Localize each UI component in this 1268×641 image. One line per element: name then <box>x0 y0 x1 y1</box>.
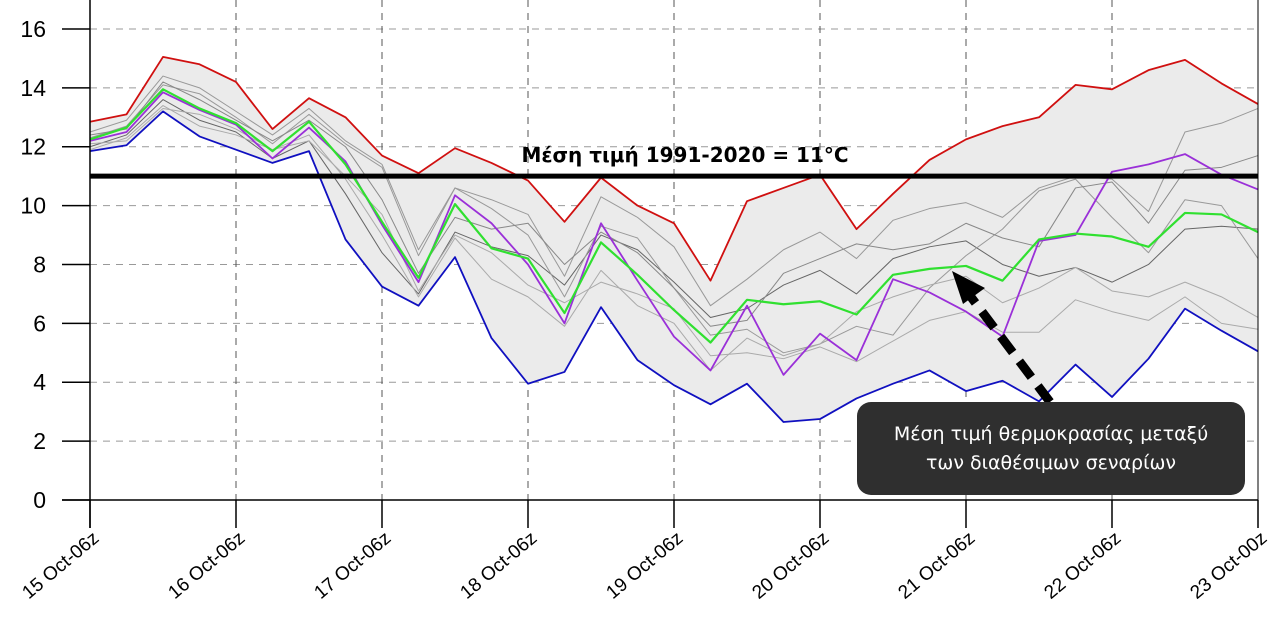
dashed-arrow-shaft <box>964 290 1054 405</box>
x-tick-label: 15 Oct-06z <box>19 528 104 604</box>
y-tick-label: 6 <box>33 310 46 336</box>
y-tick-label: 14 <box>20 75 46 101</box>
x-tick-label: 17 Oct-06z <box>311 528 396 604</box>
series-line-member <box>89 81 1259 327</box>
x-tick-label: 22 Oct-06z <box>1041 528 1126 604</box>
reference-line-group: Μέση τιμή 1991-2020 = 11°C <box>90 143 1258 179</box>
annotation-line-1: Μέση τιμή θερμοκρασίας μεταξύ <box>893 423 1209 445</box>
x-tick-label: 18 Oct-06z <box>457 528 542 604</box>
x-tick-label: 16 Oct-06z <box>165 528 250 604</box>
x-tick-label: 21 Oct-06z <box>895 528 980 604</box>
series-line-member <box>89 75 1259 307</box>
y-tick-label: 0 <box>33 487 46 513</box>
annotation-line-2: των διαθέσιμων σεναρίων <box>925 452 1177 474</box>
series-line-min <box>89 110 1259 423</box>
y-tick-label: 2 <box>33 428 46 454</box>
y-tick-label: 8 <box>33 251 46 277</box>
y-tick-label: 4 <box>33 369 46 395</box>
envelope-area <box>90 56 1258 422</box>
series-line-member <box>89 99 1259 318</box>
series-lines <box>89 56 1259 423</box>
reference-line-label: Μέση τιμή 1991-2020 = 11°C <box>521 143 848 167</box>
y-tick-label: 16 <box>20 16 46 42</box>
x-tick-label: 23 Oct-00z <box>1187 528 1268 604</box>
y-tick-label: 10 <box>20 193 46 219</box>
series-line-max <box>89 56 1259 282</box>
series-line-member-highlight <box>89 91 1259 376</box>
annotation-box: Μέση τιμή θερμοκρασίας μεταξύ των διαθέσ… <box>857 402 1245 495</box>
y-tick-label: 12 <box>20 134 46 160</box>
annotation-arrow <box>952 271 1054 405</box>
x-tick-label: 20 Oct-06z <box>749 528 834 604</box>
arrow-head-icon <box>952 271 985 304</box>
ensemble-envelope <box>90 56 1258 422</box>
x-tick-label: 19 Oct-06z <box>603 528 688 604</box>
series-line-member <box>89 105 1259 371</box>
series-line-ensemble-mean <box>89 88 1259 344</box>
